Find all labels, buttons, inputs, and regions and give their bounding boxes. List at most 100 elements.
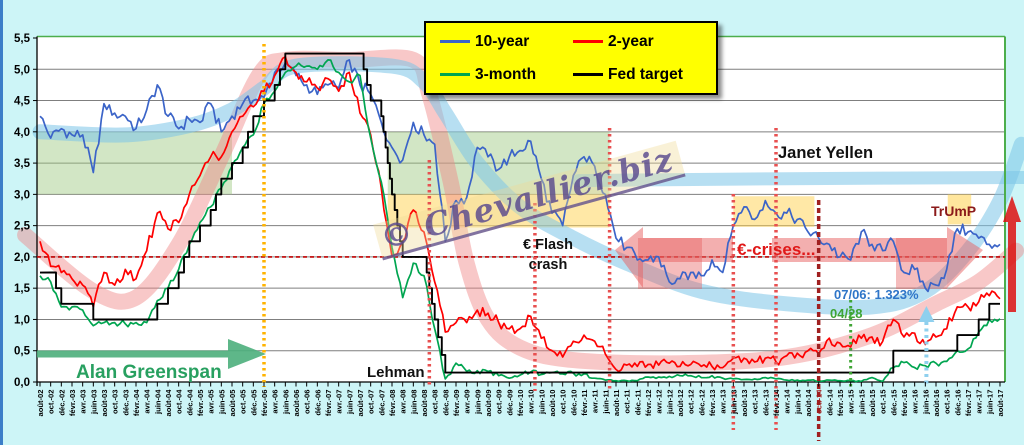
crisis-period-rect-0 [638,238,702,289]
x-tick-label: août-08 [420,390,429,417]
x-tick-label: déc.-09 [505,390,514,416]
y-tick-label: 1,0 [14,314,30,326]
x-tick-label: févr.-14 [772,389,781,416]
x-tick-label: févr.-04 [132,389,141,416]
x-tick-label: oct.-15 [879,389,888,414]
x-tick-label: juin-09 [473,390,482,415]
annotation-date-04-28: 04/28 [830,306,863,321]
annotations: Alan Greenspan Lehman € Flash crash Janet Ye… [76,144,976,383]
x-tick-label: févr.-07 [324,390,333,417]
annotation-flash-crash: € Flash crash [523,237,573,273]
x-tick-label: juin-03 [89,390,98,415]
legend-item-fed-target: Fed target [573,66,706,84]
x-tick-label: avr.-06 [271,390,280,414]
x-tick-label: déc.-13 [761,390,770,416]
y-tick-label: 2,0 [14,252,30,264]
x-tick-label: juin-11 [601,389,610,415]
series-10-year [39,59,1001,293]
window-edge [0,0,3,445]
x-tick-label: déc.-10 [569,390,578,416]
x-tick-label: juin-12 [665,390,674,415]
x-tick-label: avr.-03 [79,390,88,414]
series-3-month [39,59,1001,383]
series-line-10-year [39,59,1001,293]
x-tick-label: juin-16 [921,390,930,415]
legend-item-2-year: 2-year [573,33,706,51]
euro-crises-arrow-left [615,227,733,288]
x-tick-label: déc.-04 [185,389,194,416]
legend-swatch-10-year [440,39,470,44]
x-tick-label: déc.-05 [249,389,258,416]
x-tick-label: juin-04 [153,389,162,415]
series-line-2-year [39,55,1001,373]
annotation-janet-yellen: Janet Yellen [778,144,873,162]
x-tick-label: oct.-04 [175,389,184,414]
x-tick-label: oct.-12 [687,390,696,414]
pink-trend-swoosh [17,49,1024,372]
x-tick-label: août-12 [676,390,685,417]
trend-swooshes [17,49,1024,372]
legend-label-10-year: 10-year [475,32,530,50]
x-tick-label: juin-14 [793,389,802,415]
x-tick-label: juin-10 [537,390,546,415]
x-tick-label: déc.-02 [57,390,66,416]
x-tick-label: oct.-05 [239,389,248,414]
x-tick-label: oct.-09 [495,390,504,414]
legend-label-fed-target: Fed target [608,65,683,83]
x-axis-labels: août-02 oct.-02 déc.-02 févr.-03 avr.-03 juin… [36,389,1005,417]
legend-item-10-year: 10-year [440,33,573,51]
x-tick-label: avr.-17 [975,390,984,414]
x-tick-label: oct.-06 [303,390,312,414]
x-tick-label: avr.-08 [399,390,408,414]
x-tick-label: juin-06 [281,390,290,415]
x-tick-label: avr.-09 [463,390,472,414]
y-tick-label: 3,0 [14,189,30,201]
y-tick-label: 5,5 [14,33,31,45]
x-tick-label: déc.-15 [889,389,898,416]
x-tick-label: juin-08 [409,390,418,415]
x-tick-label: oct.-10 [559,390,568,414]
x-tick-label: févr.-06 [260,390,269,417]
x-tick-label: déc.-03 [121,390,130,416]
x-tick-label: déc.-06 [313,390,322,416]
series-line-fed-target [39,52,1000,374]
x-tick-label: déc.-16 [953,390,962,416]
y-tick-label: 1,5 [14,283,31,295]
x-tick-label: avr.-14 [783,389,792,414]
x-tick-label: juin-17 [985,390,994,415]
x-tick-label: août-02 [36,390,45,417]
x-tick-label: oct.-03 [111,390,120,414]
qe-yellow-band [387,194,610,228]
x-tick-label: avr.-05 [207,389,216,414]
x-tick-label: avr.-07 [335,390,344,414]
x-tick-label: févr.-05 [196,389,205,416]
legend-item-3-month: 3-month [440,66,573,84]
x-tick-label: févr.-11 [580,389,589,416]
annotation-trump: TrUmP [931,203,976,219]
event-lines [262,44,935,441]
x-tick-label: oct.-08 [431,390,440,414]
x-tick-label: août-09 [484,390,493,417]
crisis-period-rect-1 [896,238,947,289]
x-tick-label: déc.-11 [633,389,642,416]
legend-swatch-fed-target [573,72,603,77]
y-tick-label: 5,0 [14,64,30,76]
low-07-06-line-arrowhead [918,306,935,322]
x-tick-label: févr.-16 [900,390,909,417]
y-tick-label: 4,5 [14,96,31,108]
x-tick-label: févr.-17 [964,390,973,417]
series-fed-target [39,52,1000,374]
x-tick-label: févr.-15 [836,389,845,416]
x-tick-label: avr.-04 [143,389,152,414]
annotation-euro-crises: €-crises... [737,240,815,259]
x-tick-label: avr.-13 [719,390,728,414]
x-tick-label: août-06 [292,390,301,417]
trump-up-arrow [1003,196,1021,312]
x-tick-label: oct.-07 [367,390,376,414]
legend-label-3-month: 3-month [475,65,537,83]
x-tick-label: juin-15 [857,389,866,415]
x-tick-label: déc.-07 [377,390,386,416]
x-tick-label: oct.-13 [751,390,760,414]
